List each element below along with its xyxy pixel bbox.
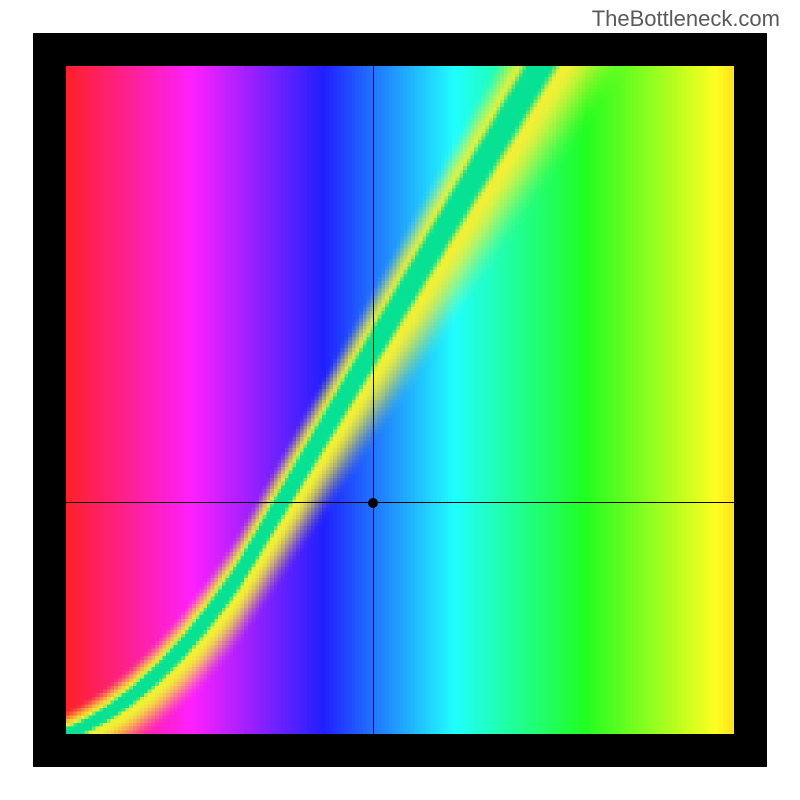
marker-point [368,498,378,508]
watermark-text: TheBottleneck.com [592,6,780,32]
crosshair-horizontal [66,502,734,503]
heatmap-canvas [66,66,734,734]
crosshair-vertical [373,66,374,734]
plot-frame [33,33,767,767]
chart-container: TheBottleneck.com [0,0,800,800]
